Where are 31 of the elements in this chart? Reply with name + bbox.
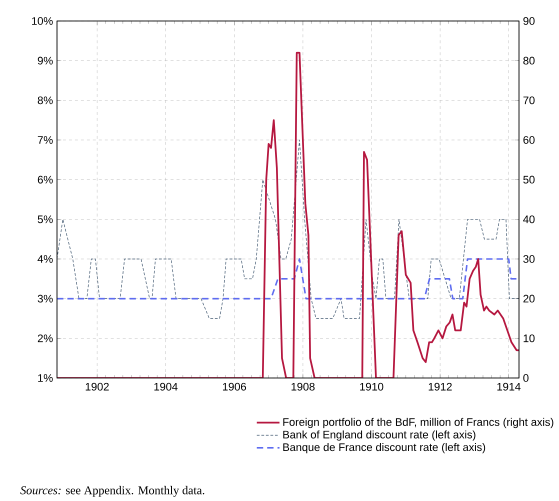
- y-tick-label: 8%: [38, 96, 53, 104]
- y-tick-label: 10%: [32, 17, 53, 25]
- y-tick-label: 1%: [38, 374, 53, 382]
- y2-tick-label: 10: [524, 334, 535, 342]
- y-tick-label: 7%: [38, 136, 53, 144]
- legend-label: Bank of England discount rate (left axis): [283, 430, 476, 441]
- legend-label: Banque de France discount rate (left axis): [283, 443, 486, 454]
- text: Sources: see Appendix. Monthly data.: [20, 486, 204, 497]
- x-tick-label: 1910: [360, 382, 384, 391]
- y2-tick-label: 90: [523, 17, 535, 25]
- y2-tick-label: 60: [523, 136, 535, 144]
- y-tick-label: 2%: [38, 334, 53, 342]
- x-tick-label: 1902: [86, 382, 109, 391]
- y-tick-label: 6%: [38, 176, 53, 184]
- x-tick-label: 1914: [497, 382, 521, 391]
- y-tick-label: 4%: [38, 255, 53, 263]
- y2-tick-label: 80: [523, 56, 535, 65]
- x-tick-label: 1906: [222, 382, 246, 391]
- y2-tick-label: 70: [523, 96, 535, 104]
- x-tick-label: 1912: [428, 382, 452, 391]
- y2-tick-label: 0: [523, 374, 529, 382]
- legend-label: Foreign portfolio of the BdF, million of Francs (right axis): [283, 418, 554, 428]
- y2-tick-label: 20: [523, 294, 535, 303]
- y2-tick-label: 50: [523, 176, 535, 184]
- x-tick-label: 1904: [154, 382, 178, 391]
- y-tick-label: 5%: [38, 215, 53, 224]
- y2-tick-label: 30: [523, 255, 535, 263]
- y-tick-label: 3%: [38, 294, 53, 303]
- x-tick-label: 1908: [292, 382, 315, 391]
- y2-tick-label: 40: [523, 215, 535, 224]
- y-tick-label: 9%: [38, 56, 53, 65]
